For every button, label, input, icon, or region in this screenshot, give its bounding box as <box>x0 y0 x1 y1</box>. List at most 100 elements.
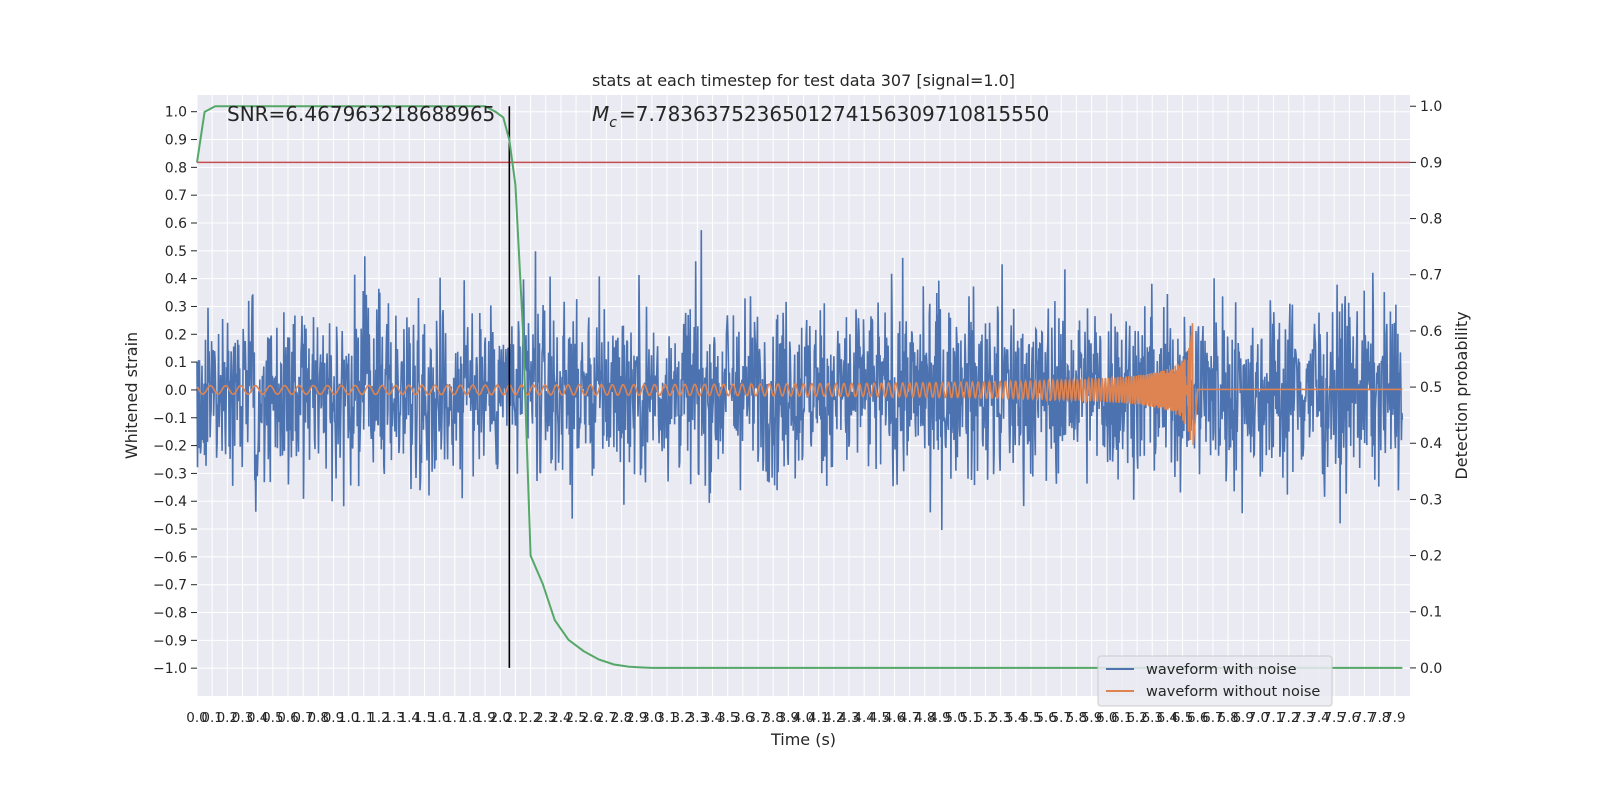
x-tick-label: 6.9 <box>1232 710 1253 726</box>
x-tick-label: 1.3 <box>383 710 404 726</box>
x-tick-label: 3.0 <box>641 710 662 726</box>
left-tick-label: −1.0 <box>153 661 187 677</box>
x-tick-label: 0.5 <box>262 710 283 726</box>
left-tick-label: −0.5 <box>153 522 187 538</box>
left-tick-label: −0.3 <box>153 466 187 482</box>
x-tick-label: 3.4 <box>702 710 723 726</box>
x-axis-label: Time (s) <box>770 730 836 749</box>
x-tick-label: 6.3 <box>1141 710 1162 726</box>
left-tick-label: 0.2 <box>165 327 187 343</box>
x-tick-label: 2.0 <box>490 710 511 726</box>
x-tick-label: 1.0 <box>338 710 359 726</box>
left-tick-label: −0.4 <box>153 494 187 510</box>
left-axis-ticks: −1.0 −0.9 −0.8 −0.7 −0.6 −0.5 −0.4 −0.3 −0.2 −0.1… <box>153 105 197 677</box>
x-tick-label: 6.8 <box>1217 710 1238 726</box>
left-tick-label: −0.2 <box>153 439 187 455</box>
x-tick-label: 5.1 <box>960 710 981 726</box>
snr-annotation: SNR=6.467963218688965 <box>227 102 495 126</box>
x-tick-label: 2.8 <box>611 710 632 726</box>
clean-waveform-path <box>196 323 1403 446</box>
right-tick-label: 0.2 <box>1420 549 1442 565</box>
x-tick-label: 0.2 <box>217 710 238 726</box>
x-tick-label: 6.2 <box>1126 710 1147 726</box>
x-tick-label: 7.2 <box>1278 710 1299 726</box>
left-tick-label: 0.0 <box>165 383 187 399</box>
x-tick-label: 2.5 <box>565 710 586 726</box>
x-tick-label: 3.3 <box>687 710 708 726</box>
x-tick-label: 3.6 <box>732 710 753 726</box>
y-axis-label-right: Detection probability <box>1452 311 1471 479</box>
x-tick-label: 7.9 <box>1384 710 1405 726</box>
right-tick-label: 0.4 <box>1420 436 1442 452</box>
x-tick-label: 5.7 <box>1051 710 1072 726</box>
x-tick-label: 6.7 <box>1202 710 1223 726</box>
chart-title: stats at each timestep for test data 307… <box>592 71 1015 90</box>
x-tick-label: 2.6 <box>580 710 601 726</box>
left-tick-label: −0.8 <box>153 606 187 622</box>
x-tick-label: 5.5 <box>1020 710 1041 726</box>
y-axis-label-left: Whitened strain <box>122 332 141 459</box>
left-tick-label: 0.1 <box>165 355 187 371</box>
x-tick-label: 4.6 <box>884 710 905 726</box>
x-tick-label: 5.6 <box>1035 710 1056 726</box>
noise-waveform-path <box>196 230 1404 531</box>
right-tick-label: 0.7 <box>1420 268 1442 284</box>
x-tick-label: 7.3 <box>1293 710 1314 726</box>
x-tick-label: 5.4 <box>1005 710 1026 726</box>
series-waveform-without-noise <box>196 323 1403 446</box>
left-tick-label: 0.7 <box>165 188 187 204</box>
x-tick-label: 0.0 <box>186 710 207 726</box>
x-axis-ticks: 0.00.10.20.30.40.50.60.70.80.91.01.11.21… <box>186 710 1405 726</box>
x-tick-label: 1.6 <box>429 710 450 726</box>
x-tick-label: 3.2 <box>671 710 692 726</box>
x-tick-label: 0.4 <box>247 710 268 726</box>
x-tick-label: 1.2 <box>368 710 389 726</box>
x-tick-label: 3.9 <box>778 710 799 726</box>
x-tick-label: 0.8 <box>308 710 329 726</box>
right-tick-label: 0.6 <box>1420 324 1442 340</box>
x-tick-label: 6.4 <box>1157 710 1178 726</box>
x-tick-label: 5.9 <box>1081 710 1102 726</box>
left-tick-label: 0.9 <box>165 133 187 149</box>
left-tick-label: −0.9 <box>153 633 187 649</box>
x-tick-label: 2.1 <box>505 710 526 726</box>
x-tick-label: 0.1 <box>201 710 222 726</box>
chirp-mass-annotation: =7.7836375236501274156309710815550 <box>619 102 1049 126</box>
x-tick-label: 5.8 <box>1066 710 1087 726</box>
x-tick-label: 4.5 <box>869 710 890 726</box>
left-tick-label: 0.6 <box>165 216 187 232</box>
right-tick-label: 1.0 <box>1420 99 1442 115</box>
left-tick-label: 0.4 <box>165 272 187 288</box>
x-tick-label: 6.0 <box>1096 710 1117 726</box>
x-tick-label: 1.7 <box>444 710 465 726</box>
x-tick-label: 7.1 <box>1263 710 1284 726</box>
x-tick-label: 3.8 <box>762 710 783 726</box>
x-tick-label: 1.9 <box>474 710 495 726</box>
x-tick-label: 4.1 <box>808 710 829 726</box>
x-tick-label: 0.3 <box>232 710 253 726</box>
right-tick-label: 0.1 <box>1420 605 1442 621</box>
right-tick-label: 0.9 <box>1420 155 1442 171</box>
x-tick-label: 7.7 <box>1354 710 1375 726</box>
x-tick-label: 1.1 <box>353 710 374 726</box>
right-tick-label: 0.3 <box>1420 492 1442 508</box>
x-tick-label: 3.5 <box>717 710 738 726</box>
x-tick-label: 7.5 <box>1323 710 1344 726</box>
x-tick-label: 5.0 <box>944 710 965 726</box>
x-tick-label: 2.4 <box>550 710 571 726</box>
x-tick-label: 2.2 <box>520 710 541 726</box>
x-tick-label: 3.7 <box>747 710 768 726</box>
x-tick-label: 0.7 <box>292 710 313 726</box>
right-axis-ticks: 0.0 0.1 0.2 0.3 0.4 0.5 0.6 0.7 0.8 0.9 1.0 <box>1410 99 1442 677</box>
legend-box <box>1097 655 1333 707</box>
left-tick-label: 0.8 <box>165 160 187 176</box>
series-waveform-with-noise <box>196 230 1404 531</box>
x-tick-label: 5.2 <box>975 710 996 726</box>
left-tick-label: 0.3 <box>165 299 187 315</box>
x-tick-label: 4.4 <box>853 710 874 726</box>
x-tick-label: 7.4 <box>1308 710 1329 726</box>
right-tick-label: 0.0 <box>1420 661 1442 677</box>
legend-label-waveform-without-noise: waveform without noise <box>1146 684 1320 700</box>
x-tick-label: 4.0 <box>793 710 814 726</box>
legend-label-waveform-with-noise: waveform with noise <box>1146 662 1297 678</box>
